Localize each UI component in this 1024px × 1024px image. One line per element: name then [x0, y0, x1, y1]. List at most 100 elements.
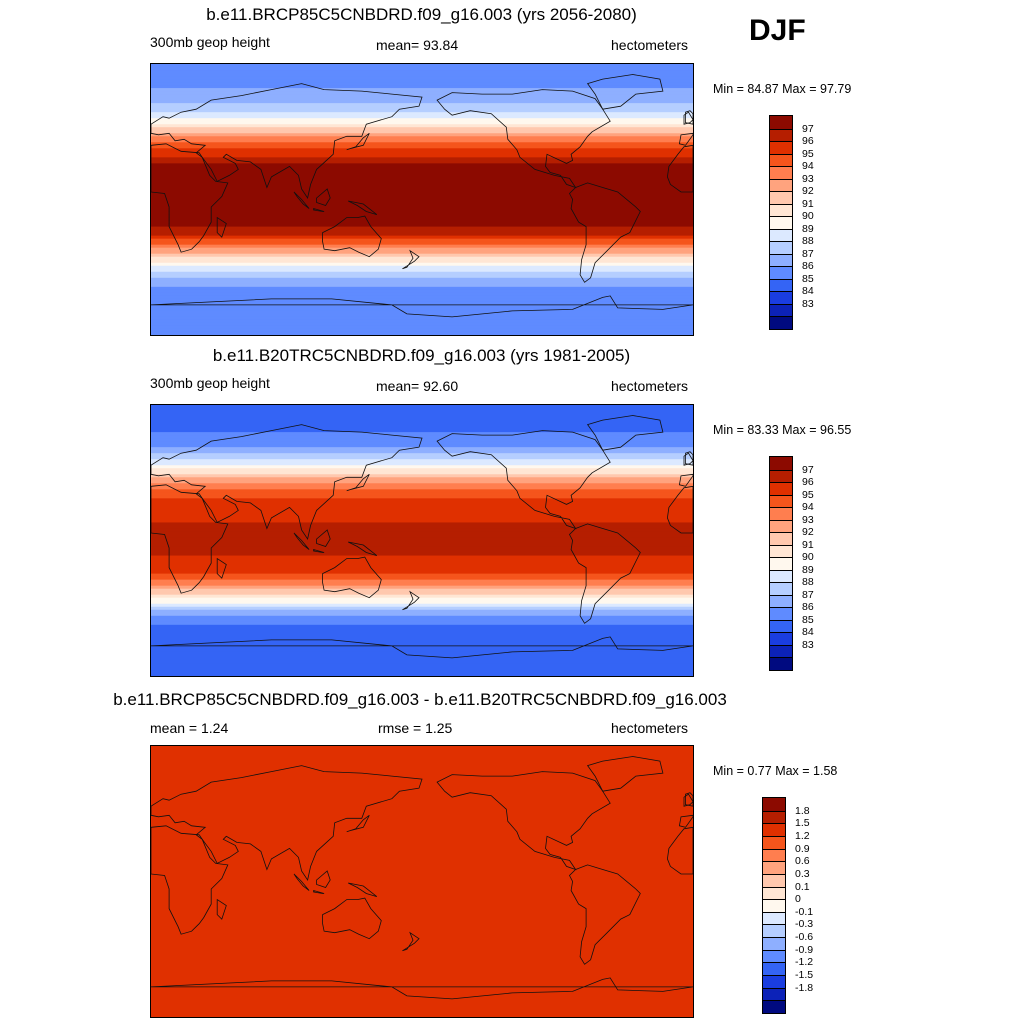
colorbar-tick-label: 87 [802, 247, 814, 260]
colorbar-tick-label: -0.6 [795, 931, 814, 944]
colorbar-swatch [770, 241, 792, 255]
colorbar-swatch [770, 191, 792, 205]
contour-band [151, 196, 693, 201]
colorbar-swatch [770, 457, 792, 471]
contour-band [151, 501, 693, 505]
colorbar-swatch [763, 835, 785, 850]
contour-band [151, 64, 693, 68]
contour-band [151, 202, 693, 207]
contour-band [151, 139, 693, 143]
coastline [316, 188, 331, 206]
contour-band [151, 435, 693, 439]
contour-band [151, 531, 693, 536]
contour-band [151, 1013, 693, 1017]
contour-band [151, 636, 693, 641]
contour-band [151, 896, 693, 901]
contour-band [151, 465, 693, 469]
colorbar-swatch [770, 544, 792, 558]
heatmap-canvas [151, 746, 693, 1017]
contour-band [151, 100, 693, 104]
coastline [685, 792, 693, 807]
contour-band [151, 932, 693, 937]
contour-band [151, 115, 693, 119]
contour-band [151, 438, 693, 442]
contour-band [151, 106, 693, 110]
colorbar-swatch [770, 278, 792, 292]
contour-band [151, 459, 693, 463]
contour-band [151, 968, 693, 973]
colorbar-swatch [763, 861, 785, 875]
colorbar-swatch [763, 949, 785, 963]
contour-band [151, 88, 693, 92]
colorbar-tick-label: 87 [802, 588, 814, 601]
colorbar-tick-label: 1.2 [795, 829, 810, 842]
contour-band [151, 947, 693, 952]
contour-band [151, 755, 693, 759]
contour-band [151, 292, 693, 297]
contour-band [151, 986, 693, 991]
heatmap-canvas [151, 64, 693, 335]
colorbar-swatch [770, 228, 792, 242]
colorbar-swatch [763, 899, 785, 913]
panel-2-mean-label: mean= 92.60 [376, 378, 459, 394]
colorbar-swatch [770, 657, 792, 671]
colorbar-tick-label: 96 [802, 135, 814, 148]
coastline [293, 532, 310, 550]
contour-band [151, 112, 693, 116]
contour-band [151, 253, 693, 258]
colorbar-tick-label: 93 [802, 172, 814, 185]
coastline [293, 873, 310, 891]
contour-band [151, 453, 693, 457]
contour-band [151, 878, 693, 883]
contour-band [151, 585, 693, 590]
colorbar-swatch [763, 873, 785, 888]
contour-band [151, 803, 693, 807]
contour-band [151, 259, 693, 264]
contour-band [151, 160, 693, 164]
contour-band [151, 872, 693, 877]
contour-band [151, 178, 693, 183]
panel-2-minmax: Min = 83.33 Max = 96.55 [713, 423, 852, 437]
coastline [313, 889, 325, 894]
contour-band [151, 914, 693, 919]
contour-band [151, 609, 693, 614]
colorbar-swatch [770, 507, 792, 521]
coastline [436, 89, 611, 189]
contour-band [151, 597, 693, 602]
colorbar-swatch [770, 216, 792, 230]
colorbar-swatch [770, 316, 792, 330]
colorbar-tick-label: 84 [802, 285, 814, 298]
panel-3-minmax: Min = 0.77 Max = 1.58 [713, 764, 838, 778]
contour-band [151, 322, 693, 327]
contour-band [151, 564, 693, 569]
colorbar-swatch [770, 116, 792, 130]
contour-band [151, 103, 693, 107]
contour-band [151, 450, 693, 454]
panel-1-minmax: Min = 84.87 Max = 97.79 [713, 82, 852, 96]
colorbar-swatch [770, 569, 792, 583]
contour-band [151, 477, 693, 481]
contour-band [151, 534, 693, 539]
contour-band [151, 528, 693, 533]
contour-band [151, 76, 693, 80]
coastline [346, 814, 370, 833]
contour-band [151, 67, 693, 71]
contour-band [151, 423, 693, 427]
contour-band [151, 208, 693, 213]
contour-band [151, 669, 693, 674]
contour-band [151, 331, 693, 335]
contour-band [151, 73, 693, 77]
colorbar-tick-label: 94 [802, 501, 814, 514]
panel-3-mean-label: mean = 1.24 [150, 720, 229, 736]
contour-band [151, 642, 693, 647]
contour-band [151, 241, 693, 246]
contour-band [151, 223, 693, 228]
contour-band [151, 543, 693, 548]
contour-band [151, 456, 693, 460]
coastline [666, 144, 693, 193]
colorbar-tick-label: 83 [802, 638, 814, 651]
contour-band [151, 917, 693, 922]
contour-band [151, 833, 693, 837]
colorbar-tick-label: 89 [802, 222, 814, 235]
contour-band [151, 875, 693, 880]
